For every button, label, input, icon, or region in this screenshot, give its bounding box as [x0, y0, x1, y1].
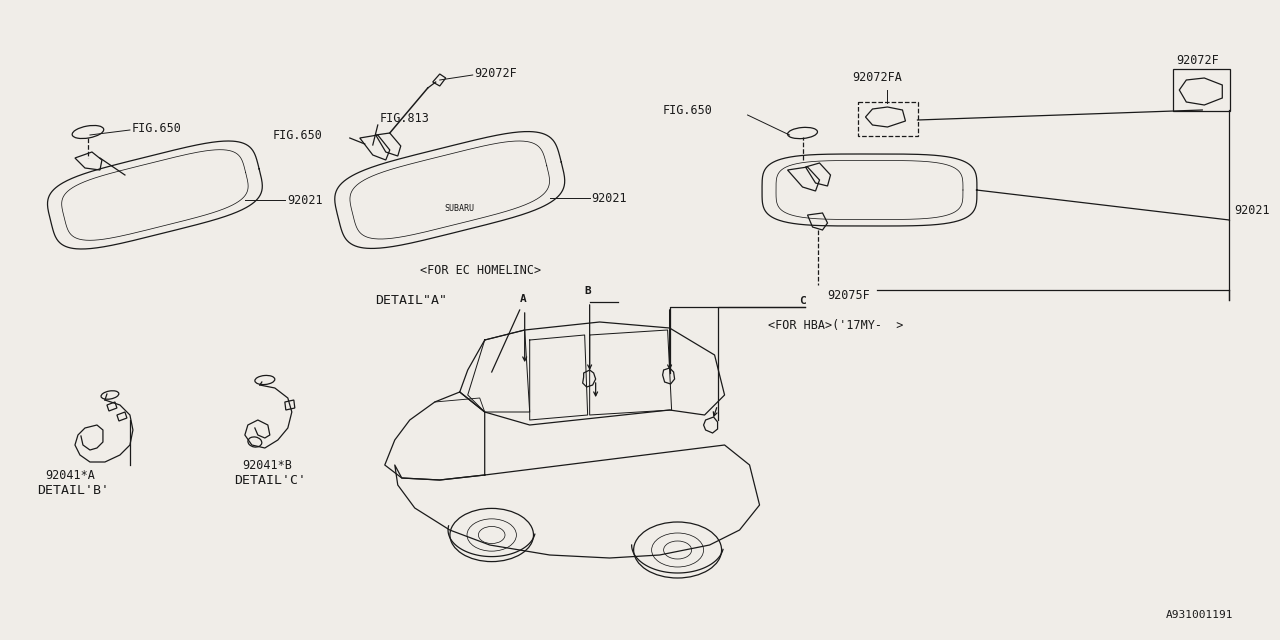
Text: 92072F: 92072F: [475, 67, 517, 79]
Text: A: A: [520, 294, 526, 304]
Text: DETAIL"A": DETAIL"A": [375, 294, 447, 307]
Text: 92072F: 92072F: [1176, 54, 1219, 67]
Text: 92072FA: 92072FA: [852, 70, 902, 83]
Text: 92021: 92021: [1234, 204, 1270, 216]
Text: SUBARU: SUBARU: [444, 204, 475, 212]
Text: <FOR HBA>('17MY-  >: <FOR HBA>('17MY- >: [768, 319, 902, 332]
Text: 92021: 92021: [591, 191, 627, 205]
Text: FIG.813: FIG.813: [380, 111, 430, 125]
Text: <FOR EC HOMELINC>: <FOR EC HOMELINC>: [420, 264, 541, 276]
Text: C: C: [800, 296, 806, 306]
Text: DETAIL'B': DETAIL'B': [37, 483, 109, 497]
Text: A931001191: A931001191: [1166, 610, 1233, 620]
Text: DETAIL'C': DETAIL'C': [234, 474, 306, 486]
Text: 92041*B: 92041*B: [242, 458, 292, 472]
Text: 92075F: 92075F: [827, 289, 870, 301]
Text: FIG.650: FIG.650: [663, 104, 713, 116]
Text: FIG.650: FIG.650: [132, 122, 182, 134]
Text: 92021: 92021: [287, 193, 323, 207]
Text: 92041*A: 92041*A: [45, 468, 95, 481]
Text: FIG.650: FIG.650: [273, 129, 323, 141]
Text: B: B: [585, 286, 591, 296]
